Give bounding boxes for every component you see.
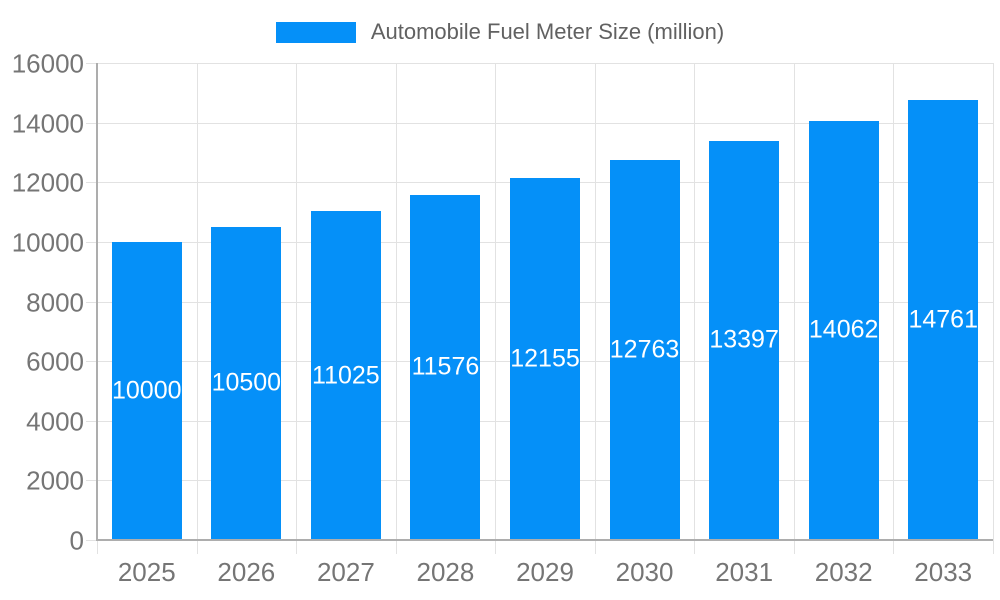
- y-axis-tick: [86, 420, 97, 422]
- x-axis-tick: [97, 540, 98, 554]
- x-axis-tick-label: 2031: [715, 557, 774, 587]
- y-axis-tick-label: 0: [69, 525, 84, 556]
- h-gridline: [97, 122, 993, 124]
- x-axis-tick: [594, 540, 596, 554]
- v-gridline: [495, 63, 497, 540]
- x-axis-tick-label: 2030: [615, 557, 674, 587]
- y-axis-tick-label: 2000: [26, 465, 84, 496]
- bar: [111, 241, 182, 540]
- bar: [609, 159, 680, 540]
- y-axis-tick: [86, 241, 97, 243]
- x-axis-tick-label: 2033: [914, 557, 973, 587]
- bar: [410, 194, 481, 540]
- y-axis-tick-label: 10000: [11, 227, 84, 258]
- x-axis-tick: [993, 540, 994, 554]
- x-axis-tick: [694, 540, 696, 554]
- x-axis-line: [96, 539, 993, 541]
- bar-value-label: 12155: [510, 344, 580, 373]
- x-axis-tick-label: 2026: [217, 557, 276, 587]
- bar: [510, 177, 580, 540]
- v-gridline: [694, 63, 696, 540]
- v-gridline: [296, 63, 298, 540]
- x-axis-tick-label: 2028: [416, 557, 475, 587]
- v-gridline: [993, 63, 994, 540]
- legend-swatch: [275, 21, 356, 43]
- x-axis-tick-label: 2025: [117, 557, 176, 587]
- bar: [310, 211, 381, 540]
- y-axis-tick: [86, 540, 97, 541]
- bar: [808, 120, 879, 540]
- x-axis-tick-label: 2027: [316, 557, 375, 587]
- bar: [211, 226, 282, 540]
- bar-value-label: 14062: [808, 315, 879, 344]
- y-axis-tick-label: 12000: [11, 167, 84, 198]
- bar: [908, 99, 979, 540]
- v-gridline: [196, 63, 198, 540]
- bar-value-label: 12763: [609, 335, 680, 364]
- y-axis-tick: [86, 63, 97, 64]
- bar-value-label: 11576: [411, 352, 480, 381]
- x-axis-tick-label: 2032: [814, 557, 873, 587]
- bar: [709, 140, 780, 540]
- v-gridline: [594, 63, 596, 540]
- y-axis-tick-label: 6000: [26, 346, 84, 377]
- h-gridline: [97, 63, 993, 64]
- bar-value-label: 14761: [908, 305, 978, 334]
- bar-value-label: 11025: [312, 361, 380, 390]
- v-gridline: [893, 63, 895, 540]
- x-axis-tick: [893, 540, 895, 554]
- y-axis-tick: [86, 182, 97, 184]
- legend-label: Automobile Fuel Meter Size (million): [370, 19, 725, 44]
- y-axis-tick-label: 4000: [26, 406, 84, 437]
- y-axis-tick: [86, 480, 97, 482]
- legend: Automobile Fuel Meter Size (million): [0, 21, 1000, 43]
- x-axis-tick: [196, 540, 198, 554]
- bar-value-label: 10000: [112, 376, 182, 405]
- y-axis-tick-label: 14000: [11, 108, 84, 139]
- x-axis-tick: [296, 540, 298, 554]
- bar-value-label: 10500: [211, 368, 282, 397]
- y-axis-tick: [86, 301, 97, 303]
- v-gridline: [793, 63, 795, 540]
- y-axis-tick: [86, 361, 97, 363]
- x-axis-tick: [495, 540, 497, 554]
- y-axis-tick: [86, 122, 97, 124]
- x-axis-tick: [793, 540, 795, 554]
- y-axis-tick-label: 8000: [26, 287, 84, 317]
- x-axis-tick-label: 2029: [516, 557, 574, 587]
- bar-value-label: 13397: [709, 325, 779, 354]
- y-axis-line: [96, 63, 98, 540]
- v-gridline: [395, 63, 397, 540]
- y-axis-tick-label: 16000: [11, 48, 84, 79]
- x-axis-tick: [395, 540, 397, 554]
